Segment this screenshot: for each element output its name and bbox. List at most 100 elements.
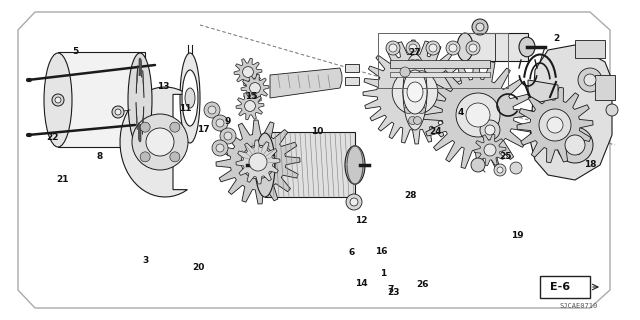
Bar [540,276,590,298]
Circle shape [170,152,180,162]
Bar [390,60,490,68]
Circle shape [413,116,422,124]
Circle shape [466,103,490,127]
Circle shape [456,93,500,137]
Polygon shape [139,58,141,77]
Circle shape [404,106,413,114]
Polygon shape [236,140,280,184]
Bar [378,33,508,88]
Text: 23: 23 [387,288,400,297]
Bar [265,132,355,197]
Ellipse shape [180,53,200,143]
Ellipse shape [409,44,417,52]
Circle shape [417,106,426,114]
Text: 6: 6 [349,248,355,257]
Ellipse shape [44,53,72,147]
Circle shape [112,106,124,118]
Circle shape [115,109,121,115]
Circle shape [494,164,506,176]
Circle shape [606,104,618,116]
Text: 19: 19 [511,231,524,240]
Circle shape [510,162,522,174]
Bar [575,40,605,58]
Circle shape [472,19,488,35]
Text: 26: 26 [416,280,429,289]
Ellipse shape [403,54,427,130]
Bar [465,33,528,61]
Bar [345,77,359,85]
Polygon shape [474,134,506,166]
Circle shape [249,153,267,171]
Polygon shape [528,80,558,102]
Text: 1: 1 [380,269,386,278]
Polygon shape [236,92,264,120]
Polygon shape [363,40,467,144]
Ellipse shape [406,41,420,55]
Circle shape [241,145,275,179]
Circle shape [216,144,224,152]
Text: 27: 27 [408,48,421,57]
Text: SJCAE0710: SJCAE0710 [560,303,598,309]
Circle shape [208,106,216,114]
Text: 9: 9 [224,117,230,126]
Bar [378,33,508,88]
Polygon shape [120,87,188,197]
Circle shape [392,69,438,115]
Circle shape [471,158,485,172]
Text: 24: 24 [429,127,442,136]
Circle shape [497,167,503,173]
Text: 20: 20 [192,263,205,272]
Circle shape [403,88,411,96]
Ellipse shape [403,70,427,114]
Polygon shape [138,123,141,142]
Circle shape [480,120,500,140]
Polygon shape [142,107,144,134]
Polygon shape [530,45,612,180]
Text: 28: 28 [404,191,417,200]
Text: 18: 18 [584,160,596,169]
Circle shape [413,60,422,68]
Text: 14: 14 [355,279,368,288]
Circle shape [250,83,260,93]
Circle shape [408,60,417,68]
Ellipse shape [426,41,440,55]
Circle shape [140,152,150,162]
Circle shape [539,109,571,141]
Ellipse shape [519,37,535,57]
Circle shape [404,70,413,78]
Ellipse shape [457,33,473,61]
Ellipse shape [469,44,477,52]
Circle shape [224,132,232,140]
Ellipse shape [389,44,397,52]
Polygon shape [234,58,262,86]
Ellipse shape [182,70,198,126]
Text: 17: 17 [197,125,210,134]
Polygon shape [241,74,269,102]
Circle shape [346,194,362,210]
Circle shape [244,100,255,111]
Circle shape [350,198,358,206]
Ellipse shape [255,133,275,197]
Circle shape [419,88,427,96]
Ellipse shape [466,41,480,55]
Circle shape [52,94,64,106]
Text: 13: 13 [157,82,170,91]
Circle shape [400,67,410,77]
Text: 8: 8 [96,152,102,161]
Polygon shape [136,102,137,130]
Text: 7: 7 [387,285,394,294]
Circle shape [476,23,484,31]
Circle shape [216,119,224,127]
Circle shape [243,67,253,77]
Text: 2: 2 [554,34,560,43]
Circle shape [584,74,596,86]
Text: 11: 11 [179,104,192,113]
Polygon shape [18,12,610,308]
Bar [390,72,490,77]
Circle shape [170,122,180,132]
Text: E-6: E-6 [550,282,570,292]
Ellipse shape [128,53,152,147]
Circle shape [204,102,220,118]
Ellipse shape [449,44,457,52]
Circle shape [212,115,228,131]
